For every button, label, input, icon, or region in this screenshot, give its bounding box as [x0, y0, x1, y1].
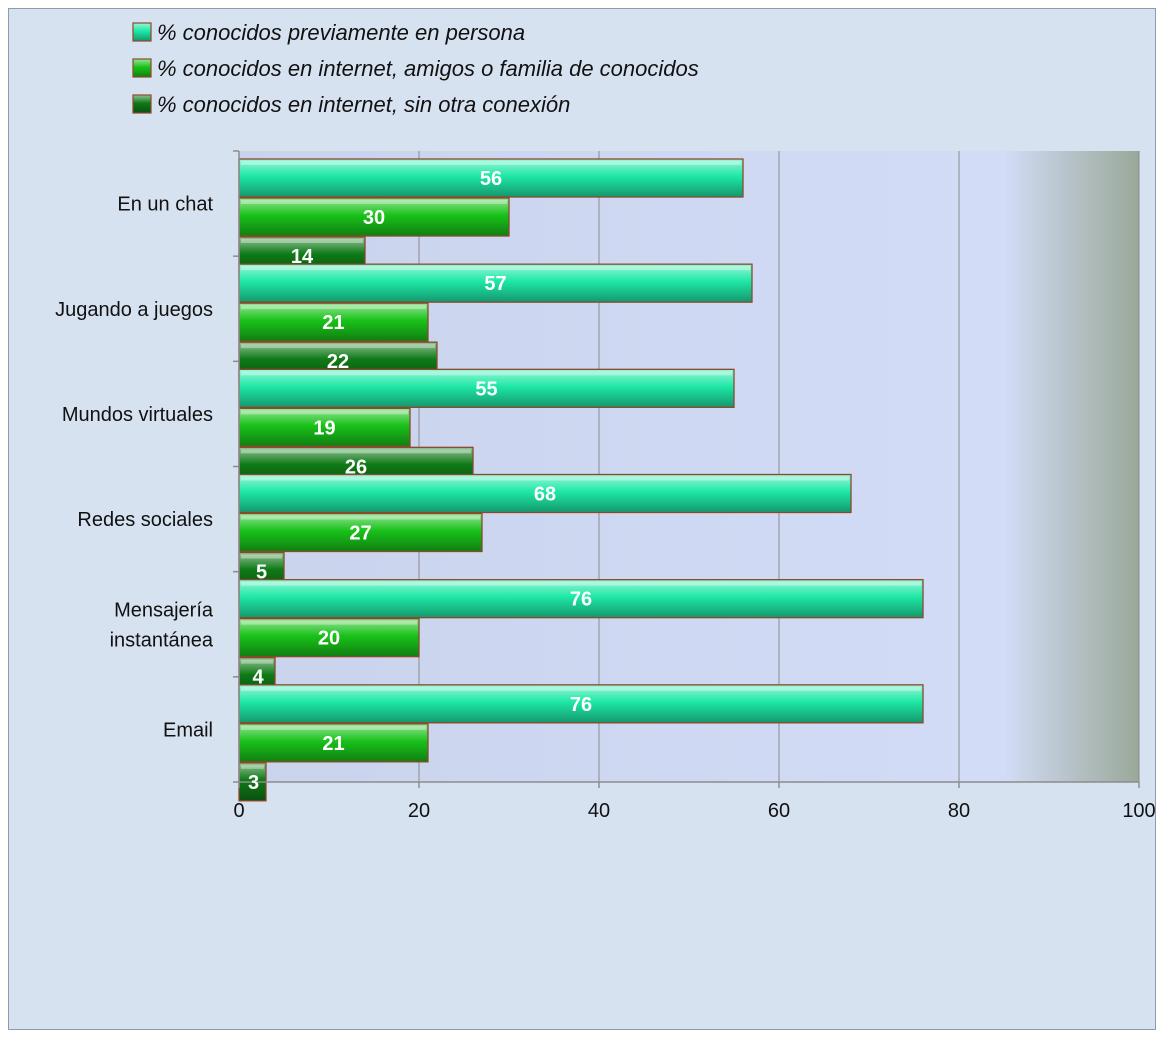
legend-swatch-1	[132, 22, 152, 42]
bar-highlight-3-3	[241, 449, 471, 454]
category-label-2: Jugando a juegos	[55, 299, 213, 321]
bar-highlight-1-3	[241, 239, 363, 243]
category-label-5-line-1: Mensajería	[114, 599, 214, 621]
bar-4-series-1	[238, 473, 852, 514]
bar-highlight-1-1	[241, 161, 741, 165]
data-label-1-2: 30	[363, 207, 385, 229]
legend-swatch-2	[132, 58, 152, 78]
x-tick-label-40: 40	[588, 800, 610, 822]
data-label-6-2: 21	[322, 733, 344, 755]
legend-label-2: % conocidos en internet, amigos o famili…	[157, 56, 699, 81]
bar-highlight-4-3	[241, 554, 282, 559]
legend-swatch-3	[132, 94, 152, 114]
data-label-2-3: 22	[327, 351, 349, 373]
data-label-6-1: 76	[570, 694, 592, 716]
data-label-5-2: 20	[318, 628, 340, 650]
bar-1-series-2	[238, 197, 510, 237]
bars	[238, 158, 924, 802]
data-label-5-1: 76	[570, 589, 592, 611]
data-label-6-3: 3	[248, 772, 259, 794]
data-label-2-2: 21	[322, 312, 344, 334]
x-tick-label-20: 20	[408, 800, 430, 822]
x-tick-label-0: 0	[233, 800, 244, 822]
bar-2-series-1	[238, 263, 753, 303]
x-tick-label-80: 80	[948, 800, 970, 822]
bar-highlight-6-3	[241, 764, 264, 769]
legend: % conocidos previamente en persona % cono…	[132, 20, 699, 117]
bar-6-series-1	[238, 684, 924, 724]
data-label-4-3: 5	[256, 562, 267, 584]
data-label-4-1: 68	[534, 484, 556, 506]
bar-highlight-2-1	[241, 266, 750, 271]
bar-6-series-2	[238, 723, 429, 763]
category-label-4: Redes sociales	[77, 509, 213, 531]
legend-label-1: % conocidos previamente en persona	[157, 20, 525, 45]
bar-highlight-4-2	[241, 515, 480, 520]
bar-highlight-3-1	[241, 371, 732, 376]
data-label-1-1: 56	[480, 168, 502, 190]
bar-highlight-1-2	[241, 200, 507, 204]
bar-highlight-2-3	[241, 344, 435, 349]
x-tick-label-100: 100	[1122, 800, 1155, 822]
gridlines	[418, 151, 1140, 782]
bar-3-series-1	[238, 368, 735, 408]
data-label-3-1: 55	[475, 378, 497, 400]
data-label-5-3: 4	[252, 667, 264, 689]
bar-3-series-2	[238, 407, 411, 447]
bar-highlight-5-3	[241, 659, 273, 664]
bar-highlight-2-2	[241, 305, 426, 310]
bar-5-series-2	[238, 618, 420, 658]
category-label-1: En un chat	[117, 194, 213, 216]
data-label-3-3: 26	[345, 456, 367, 478]
x-tick-label-60: 60	[768, 800, 790, 822]
bar-chart: % conocidos previamente en persona % cono…	[55, 20, 1156, 822]
bar-highlight-4-1	[241, 476, 849, 481]
bar-highlight-5-1	[241, 581, 921, 586]
legend-label-3: % conocidos en internet, sin otra conexi…	[157, 92, 570, 117]
bar-highlight-5-2	[241, 620, 417, 625]
bar-highlight-3-2	[241, 410, 408, 415]
bar-2-series-2	[238, 302, 429, 342]
data-label-1-3: 14	[291, 246, 314, 268]
category-label-5-line-2: instantánea	[110, 629, 214, 651]
data-label-2-1: 57	[484, 273, 506, 295]
chart-frame: % conocidos previamente en persona % cono…	[8, 8, 1156, 1030]
axes	[233, 150, 1140, 788]
bar-highlight-6-2	[241, 725, 426, 730]
data-label-4-2: 27	[349, 523, 371, 545]
bar-5-series-1	[238, 579, 924, 619]
category-label-3: Mundos virtuales	[62, 404, 213, 426]
data-label-3-2: 19	[313, 417, 335, 439]
bar-highlight-6-1	[241, 686, 921, 691]
bar-4-series-2	[238, 512, 483, 553]
category-label-6: Email	[163, 719, 213, 741]
